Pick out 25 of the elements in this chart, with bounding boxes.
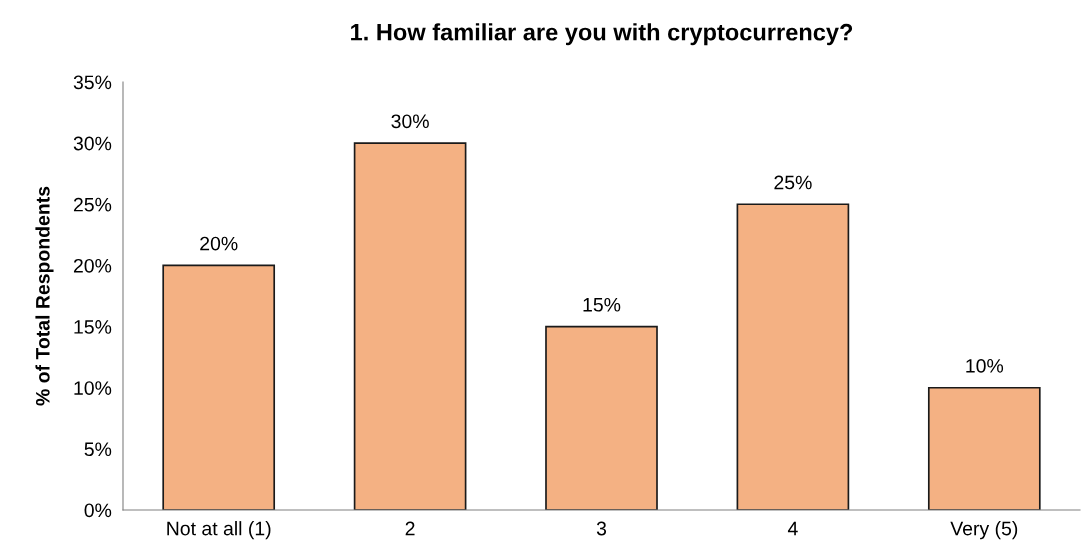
y-tick-label: 0% <box>84 503 112 518</box>
y-axis-title: % of Total Respondents <box>35 186 54 406</box>
y-tick-label: 25% <box>73 197 112 212</box>
bar <box>353 142 467 510</box>
bar <box>736 203 850 510</box>
x-tick-label: Not at all (1) <box>167 521 271 540</box>
x-tick-label: 3 <box>596 521 607 536</box>
chart-title: 1. How familiar are you with cryptocurrency? <box>351 23 853 46</box>
data-label: 15% <box>583 297 621 312</box>
y-tick-label: 10% <box>74 381 112 395</box>
data-label: 10% <box>966 358 1004 373</box>
x-tick-label: 4 <box>787 521 798 536</box>
data-label: 20% <box>200 236 238 251</box>
bar <box>927 386 1041 510</box>
bar <box>162 264 276 510</box>
y-tick-label: 35% <box>73 75 112 90</box>
data-label: 30% <box>391 114 429 129</box>
data-label: 25% <box>774 175 812 190</box>
y-tick-label: 20% <box>73 258 112 273</box>
y-tick-label: 15% <box>74 320 112 334</box>
x-tick-label: 2 <box>405 521 415 536</box>
y-tick-label: 30% <box>73 136 112 151</box>
y-tick-label: 5% <box>84 442 112 457</box>
bar <box>545 325 658 510</box>
x-tick-label: Very (5) <box>950 521 1018 540</box>
